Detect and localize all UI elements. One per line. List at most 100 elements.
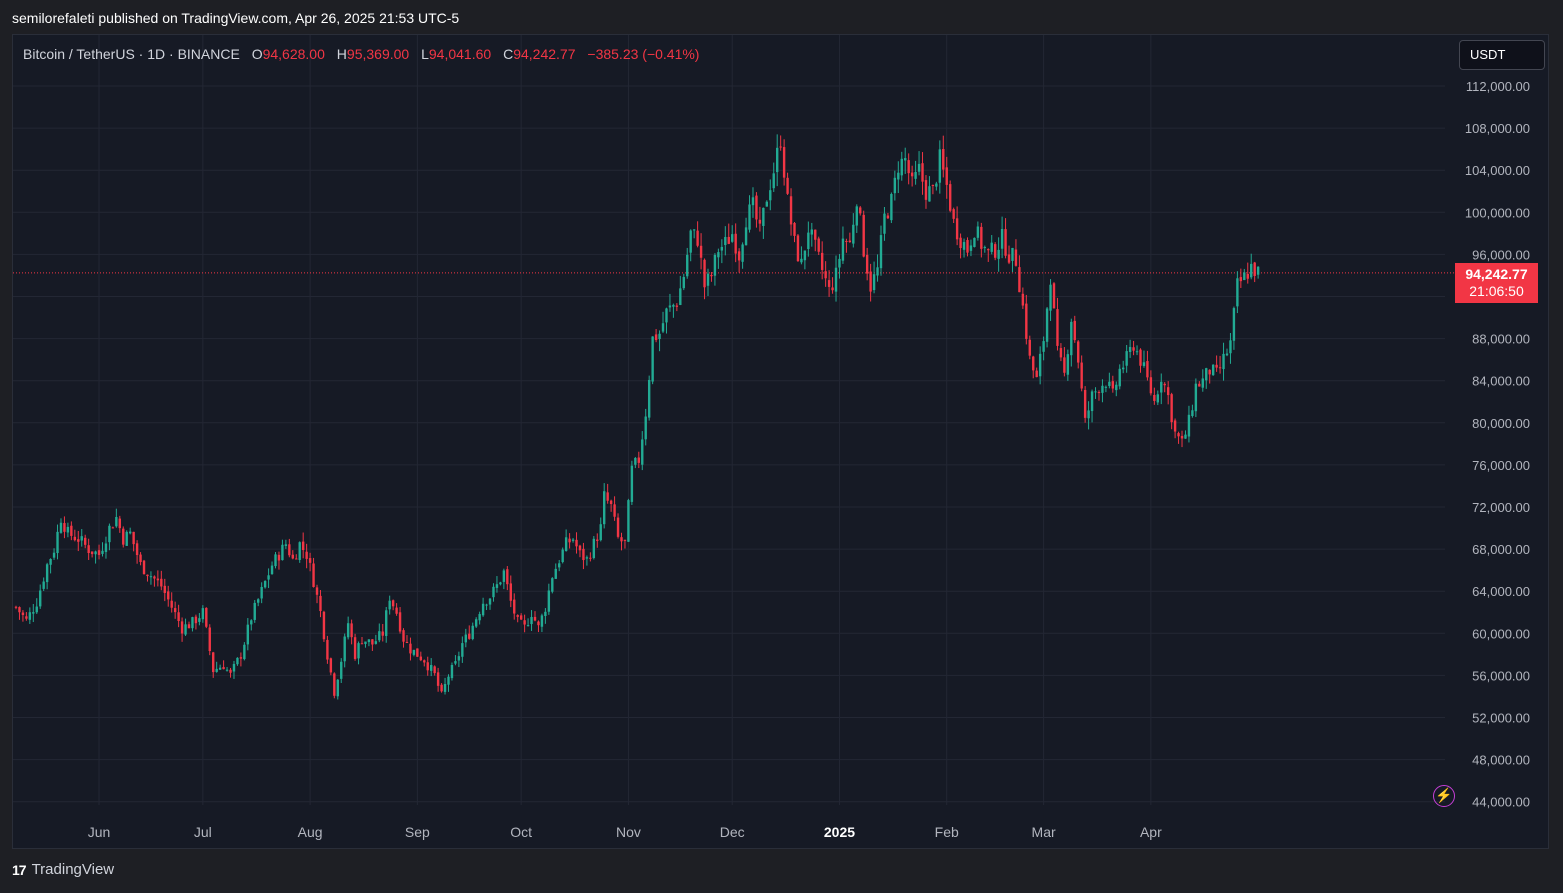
publish-caption: semilorefaleti published on TradingView.… xyxy=(12,10,460,26)
candle xyxy=(305,543,308,569)
candle xyxy=(945,156,948,199)
candle xyxy=(1070,318,1073,367)
candle-body xyxy=(246,624,250,645)
candle xyxy=(468,625,471,640)
candle-body xyxy=(845,241,848,243)
candle-body xyxy=(284,544,288,546)
candle-body xyxy=(997,249,1000,259)
candle-body xyxy=(450,664,454,679)
candle xyxy=(28,607,32,624)
candle xyxy=(893,170,897,201)
chart-panel[interactable]: 112,000.00 108,000.00 104,000.00 100,000.00… xyxy=(12,34,1549,849)
candle xyxy=(1208,369,1211,384)
candle xyxy=(609,499,613,512)
candle-body xyxy=(658,333,661,340)
candlestick-chart[interactable]: 112,000.00 108,000.00 104,000.00 100,000.00… xyxy=(13,35,1549,849)
candle xyxy=(222,660,225,670)
candle xyxy=(904,147,907,174)
candle xyxy=(661,311,665,334)
price-tick-label: 60,000.00 xyxy=(1472,626,1530,641)
candle-body xyxy=(1094,391,1097,393)
candle-body xyxy=(931,184,935,186)
candle xyxy=(132,531,135,552)
candle-body xyxy=(357,643,360,659)
candle xyxy=(461,636,464,663)
candle xyxy=(364,641,367,648)
candle-body xyxy=(436,672,440,686)
candle xyxy=(820,241,824,280)
price-tick-label: 104,000.00 xyxy=(1465,163,1530,178)
candle-body xyxy=(762,207,765,226)
candle-body xyxy=(769,190,772,201)
currency-button[interactable]: USDT xyxy=(1459,40,1545,70)
candle xyxy=(111,526,115,529)
candle xyxy=(329,657,333,676)
candle xyxy=(263,580,267,589)
candle xyxy=(277,551,281,570)
candle xyxy=(1104,385,1108,393)
candle-body xyxy=(263,580,267,588)
candle-body xyxy=(1170,394,1173,423)
candle-body xyxy=(814,229,817,240)
candle xyxy=(94,550,97,564)
candle xyxy=(513,593,516,620)
candle xyxy=(955,206,959,246)
candle-body xyxy=(772,173,775,189)
candle xyxy=(886,212,890,219)
candle-body xyxy=(1250,263,1253,278)
candle-body xyxy=(42,581,45,589)
candle xyxy=(198,613,201,626)
candle-body xyxy=(32,612,35,614)
candle-body xyxy=(39,590,42,607)
candle-body xyxy=(786,177,789,194)
candle-body xyxy=(1146,361,1149,378)
candle xyxy=(1170,392,1173,430)
tradingview-logo[interactable]: 17 TradingView xyxy=(12,861,114,878)
candle-body xyxy=(530,617,533,625)
candle-body xyxy=(744,227,748,246)
candle xyxy=(360,637,364,645)
candle xyxy=(724,226,727,256)
symbol-name[interactable]: Bitcoin / TetherUS · 1D · BINANCE xyxy=(23,46,240,62)
candle xyxy=(77,530,80,552)
candle xyxy=(814,229,817,252)
lightning-alert-icon[interactable]: ⚡ xyxy=(1433,785,1455,807)
candle-body xyxy=(955,218,959,240)
candle xyxy=(637,451,640,469)
candle-body xyxy=(803,250,807,261)
candle xyxy=(1080,355,1083,392)
candle xyxy=(405,635,409,644)
candle xyxy=(409,637,412,661)
candle-body xyxy=(253,602,256,620)
candle xyxy=(281,539,284,561)
candle xyxy=(167,585,170,607)
candle-body xyxy=(1104,386,1108,388)
candle xyxy=(862,210,865,258)
candle xyxy=(1056,297,1059,351)
candle-body xyxy=(672,304,675,307)
candle xyxy=(796,234,800,262)
candle xyxy=(679,275,682,306)
candle xyxy=(295,554,298,560)
candle xyxy=(620,532,623,551)
candle-body xyxy=(1246,273,1249,279)
candle-body xyxy=(1097,392,1101,394)
candle xyxy=(243,642,246,661)
candle xyxy=(644,408,647,446)
candle xyxy=(613,496,616,521)
candle xyxy=(921,152,924,195)
candle xyxy=(381,623,384,642)
candle-body xyxy=(838,258,841,268)
candle-body xyxy=(737,251,741,261)
candle-body xyxy=(1201,378,1204,388)
candle-body xyxy=(886,215,890,219)
candle-body xyxy=(416,648,419,657)
candle-body xyxy=(1063,357,1066,373)
candle xyxy=(630,460,634,505)
candle-body xyxy=(1000,229,1004,249)
candle xyxy=(1063,347,1066,377)
candle-body xyxy=(326,639,329,660)
candle xyxy=(1077,340,1080,369)
candle-body xyxy=(1115,384,1118,391)
candle xyxy=(270,561,274,575)
